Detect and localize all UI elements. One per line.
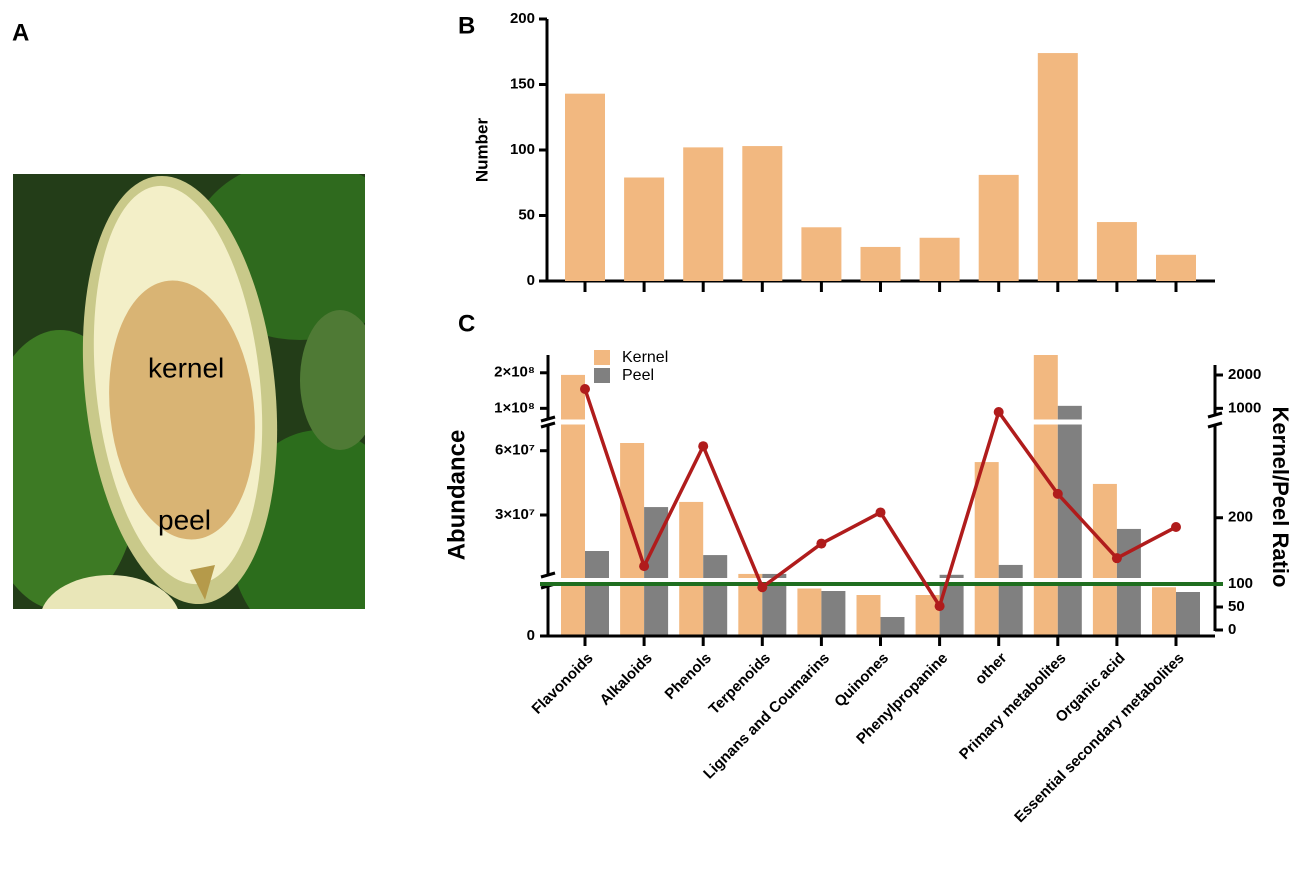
panel-label: B bbox=[458, 12, 475, 39]
bar bbox=[1176, 592, 1200, 636]
ratio-point bbox=[580, 384, 590, 394]
bar bbox=[857, 595, 881, 636]
bar bbox=[821, 591, 845, 636]
y-tick-label: 50 bbox=[518, 206, 535, 223]
y-axis-label: Number bbox=[472, 118, 491, 183]
y-tick-label: 200 bbox=[510, 10, 535, 27]
y-tick-label: 3×10⁷ bbox=[495, 506, 535, 523]
photo-label: kernel bbox=[148, 352, 224, 383]
figure: A kernel peel B C Number Abundance Kerne… bbox=[0, 0, 1298, 880]
ratio-point bbox=[1171, 522, 1181, 532]
legend-swatch bbox=[594, 350, 610, 365]
bar bbox=[561, 375, 585, 636]
x-tick-label: Alkaloids bbox=[597, 650, 656, 709]
bar bbox=[1097, 222, 1137, 281]
x-tick-label: Flavonoids bbox=[529, 650, 597, 718]
y-tick-label: 200 bbox=[1228, 509, 1253, 526]
y-tick-label: 50 bbox=[1228, 598, 1245, 615]
axis-break bbox=[550, 420, 1213, 425]
panel-label: C bbox=[458, 310, 475, 337]
bar bbox=[979, 175, 1019, 281]
bar bbox=[565, 94, 605, 281]
y-tick-label: 2×10⁸ bbox=[494, 364, 535, 381]
break-mark bbox=[1208, 413, 1222, 417]
break-mark bbox=[541, 573, 555, 577]
ratio-point bbox=[1053, 489, 1063, 499]
bar bbox=[683, 147, 723, 281]
legend-swatch bbox=[594, 368, 610, 383]
legend-label: Peel bbox=[622, 367, 654, 384]
bar bbox=[624, 178, 664, 281]
bar bbox=[861, 247, 901, 281]
y-tick-label: 100 bbox=[1228, 575, 1253, 592]
y-tick-label: 2000 bbox=[1228, 366, 1261, 383]
ratio-point bbox=[994, 407, 1004, 417]
axis-break bbox=[550, 578, 1213, 582]
bar bbox=[1156, 255, 1196, 281]
ratio-point bbox=[935, 601, 945, 611]
y2-axis-label: Kernel/Peel Ratio bbox=[1268, 407, 1293, 588]
y-tick-label: 100 bbox=[510, 141, 535, 158]
y-tick-label: 0 bbox=[527, 627, 535, 644]
ratio-point bbox=[876, 507, 886, 517]
break-mark bbox=[541, 423, 555, 427]
ratio-point bbox=[698, 441, 708, 451]
bar bbox=[679, 502, 703, 636]
x-tick-label: Quinones bbox=[831, 650, 892, 711]
y-tick-label: 150 bbox=[510, 75, 535, 92]
bar bbox=[999, 565, 1023, 636]
bar bbox=[742, 146, 782, 281]
bar bbox=[920, 238, 960, 281]
legend-label: Kernel bbox=[622, 349, 668, 366]
ratio-point bbox=[816, 539, 826, 549]
y-tick-label: 1×10⁸ bbox=[494, 399, 535, 416]
y-axis-label: Abundance bbox=[443, 430, 470, 561]
bar bbox=[797, 589, 821, 637]
bar bbox=[1038, 53, 1078, 281]
bar bbox=[975, 462, 999, 636]
ratio-point bbox=[757, 582, 767, 592]
bar bbox=[801, 227, 841, 281]
x-tick-label: Primary metabolites bbox=[956, 650, 1069, 763]
panel-label: A bbox=[12, 19, 29, 46]
y-tick-label: 1000 bbox=[1228, 399, 1261, 416]
ratio-point bbox=[639, 561, 649, 571]
bar bbox=[1152, 587, 1176, 636]
bar bbox=[620, 443, 644, 636]
bar bbox=[1058, 406, 1082, 636]
ratio-point bbox=[1112, 553, 1122, 563]
x-tick-label: Lignans and Coumarins bbox=[700, 650, 833, 783]
x-tick-label: other bbox=[972, 649, 1011, 688]
bar bbox=[881, 617, 905, 636]
y-tick-label: 0 bbox=[1228, 621, 1236, 638]
x-tick-label: Phenols bbox=[662, 650, 715, 703]
bar bbox=[585, 551, 609, 636]
y-tick-label: 6×10⁷ bbox=[495, 442, 535, 459]
photo bbox=[0, 160, 410, 665]
bar bbox=[703, 555, 727, 636]
photo-label: peel bbox=[158, 504, 211, 535]
y-tick-label: 0 bbox=[527, 272, 535, 289]
